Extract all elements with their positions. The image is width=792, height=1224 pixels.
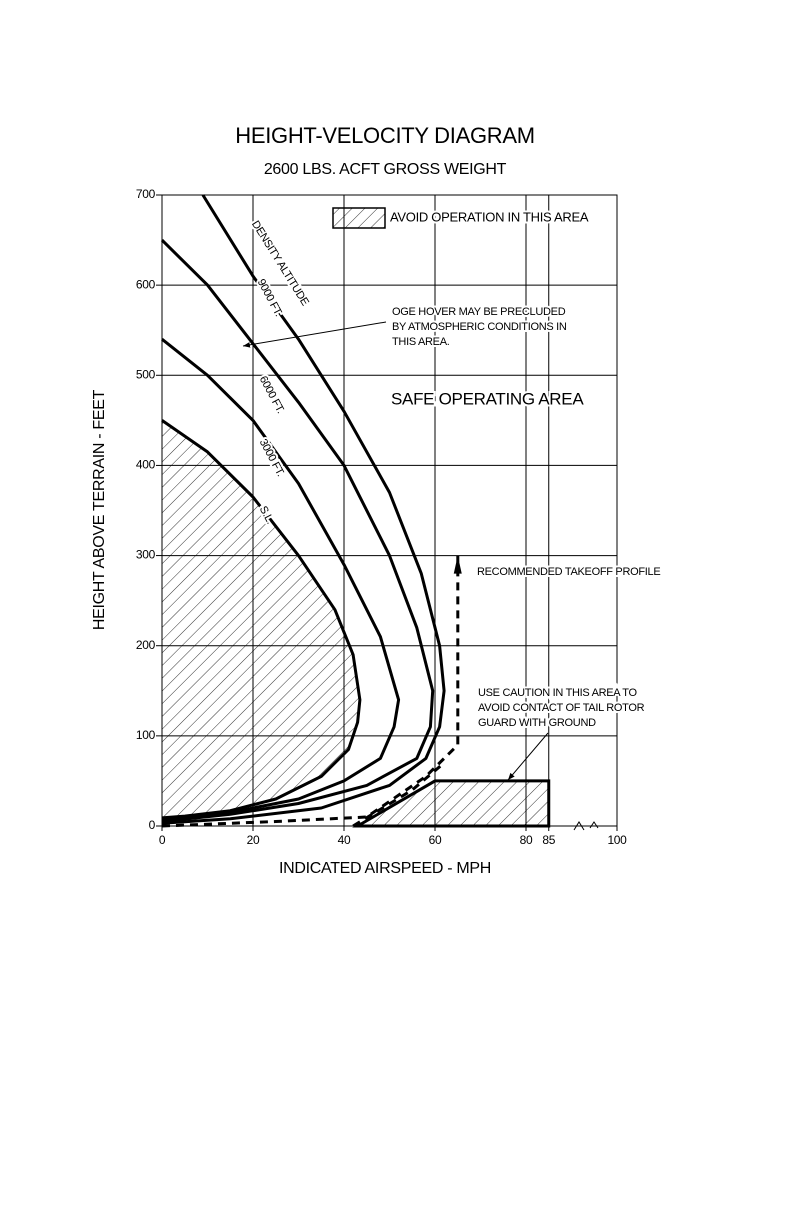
annotation: SAFE OPERATING AREA [391,389,584,408]
x-tick-label: 0 [159,833,166,847]
y-tick-label: 700 [136,187,156,201]
y-tick-label: 300 [136,548,156,562]
x-axis-label: INDICATED AIRSPEED - MPH [279,860,491,877]
y-tick-label: 0 [149,818,156,832]
x-tick-label: 80 [520,833,533,847]
y-tick-label: 200 [136,638,156,652]
x-tick-label: 100 [607,833,627,847]
annotation: BY ATMOSPHERIC CONDITIONS IN [392,321,567,333]
curve-group-label: DENSITY ALTITUDE [249,219,311,308]
y-tick-label: 400 [136,458,156,472]
x-tick-label: 40 [338,833,351,847]
annotation: OGE HOVER MAY BE PRECLUDED [392,306,566,318]
oge-arrow [242,321,387,348]
avoid-area-fill [162,420,360,818]
hv-curve [161,338,401,822]
y-axis-label: HEIGHT ABOVE TERRAIN - FEET [91,389,108,630]
plot-frame [161,194,618,827]
curve-label: 3000 FT. [257,437,287,479]
y-tick-label: 100 [136,728,156,742]
x-tick-label: 60 [429,833,442,847]
annotation: THIS AREA. [392,336,450,348]
chart-subtitle: 2600 LBS. ACFT GROSS WEIGHT [264,161,507,178]
hv-curve [160,239,435,823]
curve-label: 9000 FT. [255,277,285,319]
takeoff-profile [161,555,460,828]
legend-swatch [332,207,386,229]
x-tick-label: 20 [247,833,260,847]
chart-title: HEIGHT-VELOCITY DIAGRAM [235,123,535,148]
arrow-head [453,555,462,574]
hv-curve [161,194,446,825]
y-tick-label: 500 [136,367,156,381]
annotation: AVOID CONTACT OF TAIL ROTOR [478,702,645,714]
annotation: GUARD WITH GROUND [478,717,596,729]
x-tick-label: 85 [542,833,555,847]
annotation: USE CAUTION IN THIS AREA TO [478,687,638,699]
y-tick-label: 600 [136,277,156,291]
takeoff-label: RECOMMENDED TAKEOFF PROFILE [477,566,660,578]
caution-arrow [507,732,549,781]
legend-label: AVOID OPERATION IN THIS AREA [390,209,589,224]
hv-curve [161,419,362,820]
